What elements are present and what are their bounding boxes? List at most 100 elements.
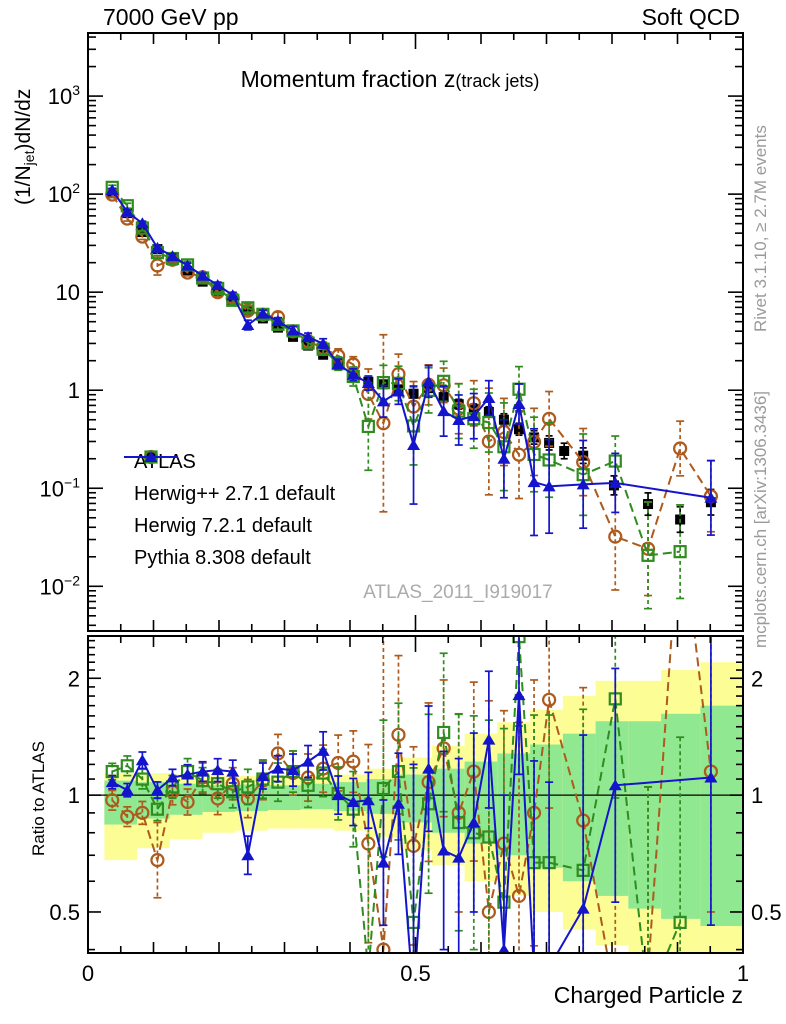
data-marker xyxy=(165,771,179,783)
data-marker xyxy=(512,689,526,701)
legend-item-pythia: Pythia 8.308 default xyxy=(120,451,335,574)
data-marker xyxy=(120,809,135,824)
data-marker xyxy=(467,410,481,422)
data-marker xyxy=(361,794,375,806)
ratio-tick-label: 2 xyxy=(68,666,80,691)
data-marker xyxy=(150,784,164,796)
inner-uncertainty-band xyxy=(595,721,629,896)
ratio-tick-label: 0.5 xyxy=(49,900,80,925)
x-axis-label: Charged Particle z xyxy=(554,982,743,1008)
data-marker xyxy=(346,754,361,769)
data-marker xyxy=(528,966,541,977)
data-marker xyxy=(196,765,210,777)
data-marker xyxy=(211,764,225,776)
data-marker xyxy=(301,755,315,767)
data-marker xyxy=(407,439,421,451)
main-panel-series xyxy=(105,180,719,610)
series-line xyxy=(111,636,712,953)
data-marker xyxy=(181,259,195,271)
data-marker xyxy=(452,851,466,863)
y-tick-label: 1 xyxy=(68,378,80,403)
data-marker xyxy=(150,802,165,816)
data-marker xyxy=(105,184,119,196)
legend-item-herwig7: Herwig 7.2.1 default xyxy=(120,450,335,542)
ratio-tick-label: 0.5 xyxy=(751,900,782,925)
y-tick-label: 102 xyxy=(48,180,80,207)
data-marker xyxy=(137,227,148,238)
data-marker xyxy=(673,545,687,559)
data-marker xyxy=(316,744,330,756)
data-marker xyxy=(576,478,590,490)
y-tick-label: 103 xyxy=(48,82,80,109)
inner-uncertainty-band xyxy=(300,783,334,810)
data-marker xyxy=(513,424,524,435)
data-marker xyxy=(608,779,622,791)
data-marker xyxy=(165,250,179,262)
legend-label: Pythia 8.308 default xyxy=(134,546,311,569)
data-marker xyxy=(150,258,165,273)
data-marker xyxy=(542,692,557,707)
legend: ATLAS Herwig++ 2.7.1 default Herwig 7.2.… xyxy=(120,446,335,574)
y-tick-label: 10−2 xyxy=(40,572,81,599)
data-marker xyxy=(452,414,466,426)
legend-label: Herwig++ 2.7.1 default xyxy=(134,482,336,505)
data-marker xyxy=(211,279,225,291)
data-marker xyxy=(144,451,158,462)
inner-uncertainty-band xyxy=(628,721,662,909)
data-marker xyxy=(301,331,315,343)
data-marker xyxy=(346,796,360,808)
data-marker xyxy=(286,764,300,776)
data-marker xyxy=(576,902,590,914)
data-marker xyxy=(391,797,405,809)
data-marker xyxy=(608,529,623,544)
data-marker xyxy=(467,816,481,828)
data-marker xyxy=(498,943,510,953)
pythia-triangle-marker-icon xyxy=(124,451,178,462)
data-marker xyxy=(256,307,270,319)
data-marker xyxy=(316,337,330,349)
data-marker xyxy=(226,765,240,777)
data-marker xyxy=(271,762,285,774)
ratio-tick-label: 1 xyxy=(751,783,763,808)
data-marker xyxy=(180,794,195,810)
data-marker xyxy=(196,269,210,281)
data-marker xyxy=(181,768,195,780)
data-marker xyxy=(704,491,718,503)
series-pythia-main xyxy=(105,184,718,537)
data-marker xyxy=(150,853,165,868)
data-marker xyxy=(135,754,149,766)
ratio-tick-label: 1 xyxy=(68,783,80,808)
data-marker xyxy=(559,445,570,456)
data-marker xyxy=(482,391,496,403)
data-marker xyxy=(437,844,451,856)
data-marker xyxy=(135,772,149,786)
data-marker xyxy=(497,452,511,464)
mcplots-caption: mcplots.cern.ch [arXiv:1306.3436] xyxy=(751,391,770,648)
data-marker xyxy=(286,324,300,336)
data-marker xyxy=(608,476,622,488)
data-marker xyxy=(376,856,390,868)
data-marker xyxy=(135,805,150,820)
data-marker xyxy=(361,419,375,434)
plot-title: Momentum fraction z(track jets) xyxy=(241,66,540,92)
data-marker xyxy=(422,762,436,774)
data-marker xyxy=(512,397,526,409)
legend-item-herwigpp: Herwig++ 2.7.1 default xyxy=(120,449,336,510)
data-marker xyxy=(673,441,688,456)
x-tick-label: 1 xyxy=(737,961,749,986)
y-tick-label: 10−1 xyxy=(40,474,81,501)
ratio-tick-label: 2 xyxy=(751,666,763,691)
series-line xyxy=(111,636,682,953)
data-marker xyxy=(527,476,541,488)
data-marker xyxy=(511,447,527,462)
y-tick-label: 10 xyxy=(56,280,80,305)
series-pythia-ratio xyxy=(105,636,718,977)
data-marker xyxy=(673,915,687,930)
data-marker xyxy=(135,217,149,229)
data-marker xyxy=(376,781,391,796)
data-marker xyxy=(226,289,240,301)
data-marker xyxy=(241,780,255,794)
data-marker xyxy=(422,375,436,387)
series-line xyxy=(111,186,681,557)
